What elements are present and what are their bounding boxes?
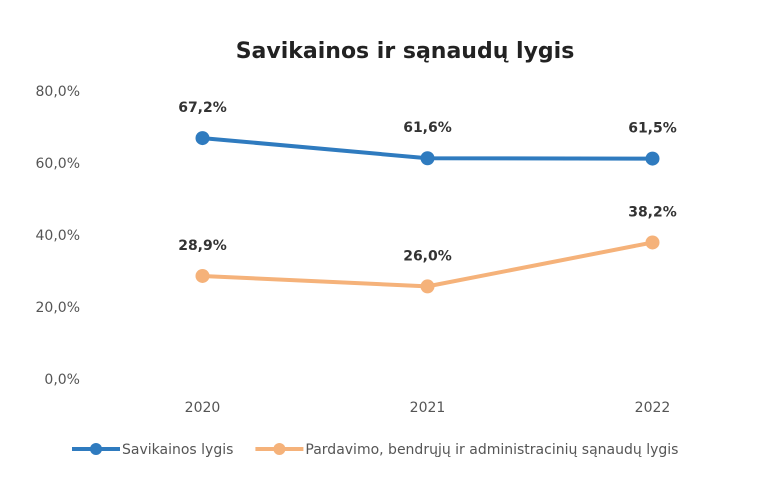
legend-marker: [90, 443, 102, 455]
y-tick-label: 60,0%: [36, 156, 80, 172]
y-tick-label: 0,0%: [44, 372, 80, 388]
data-point: [420, 279, 435, 294]
y-tick-label: 40,0%: [36, 228, 80, 244]
data-label: 26,0%: [403, 248, 452, 264]
data-point: [195, 268, 210, 283]
data-label: 28,9%: [178, 238, 227, 254]
y-tick-label: 80,0%: [36, 84, 80, 100]
data-point: [420, 151, 435, 166]
chart-title: Savikainos ir sąnaudų lygis: [236, 39, 575, 64]
x-tick-label: 2022: [635, 400, 671, 416]
x-tick-label: 2021: [410, 400, 446, 416]
y-tick-label: 20,0%: [36, 300, 80, 316]
data-label: 67,2%: [178, 100, 227, 116]
x-tick-label: 2020: [185, 400, 221, 416]
data-label: 61,6%: [403, 120, 452, 136]
legend-label: Pardavimo, bendrųjų ir administracinių s…: [305, 442, 678, 458]
data-label: 38,2%: [628, 204, 677, 220]
data-label: 61,5%: [628, 121, 677, 137]
legend-label: Savikainos lygis: [122, 442, 233, 458]
data-point: [195, 131, 210, 146]
legend-marker: [273, 443, 286, 455]
data-point: [645, 235, 660, 250]
data-point: [645, 151, 660, 166]
